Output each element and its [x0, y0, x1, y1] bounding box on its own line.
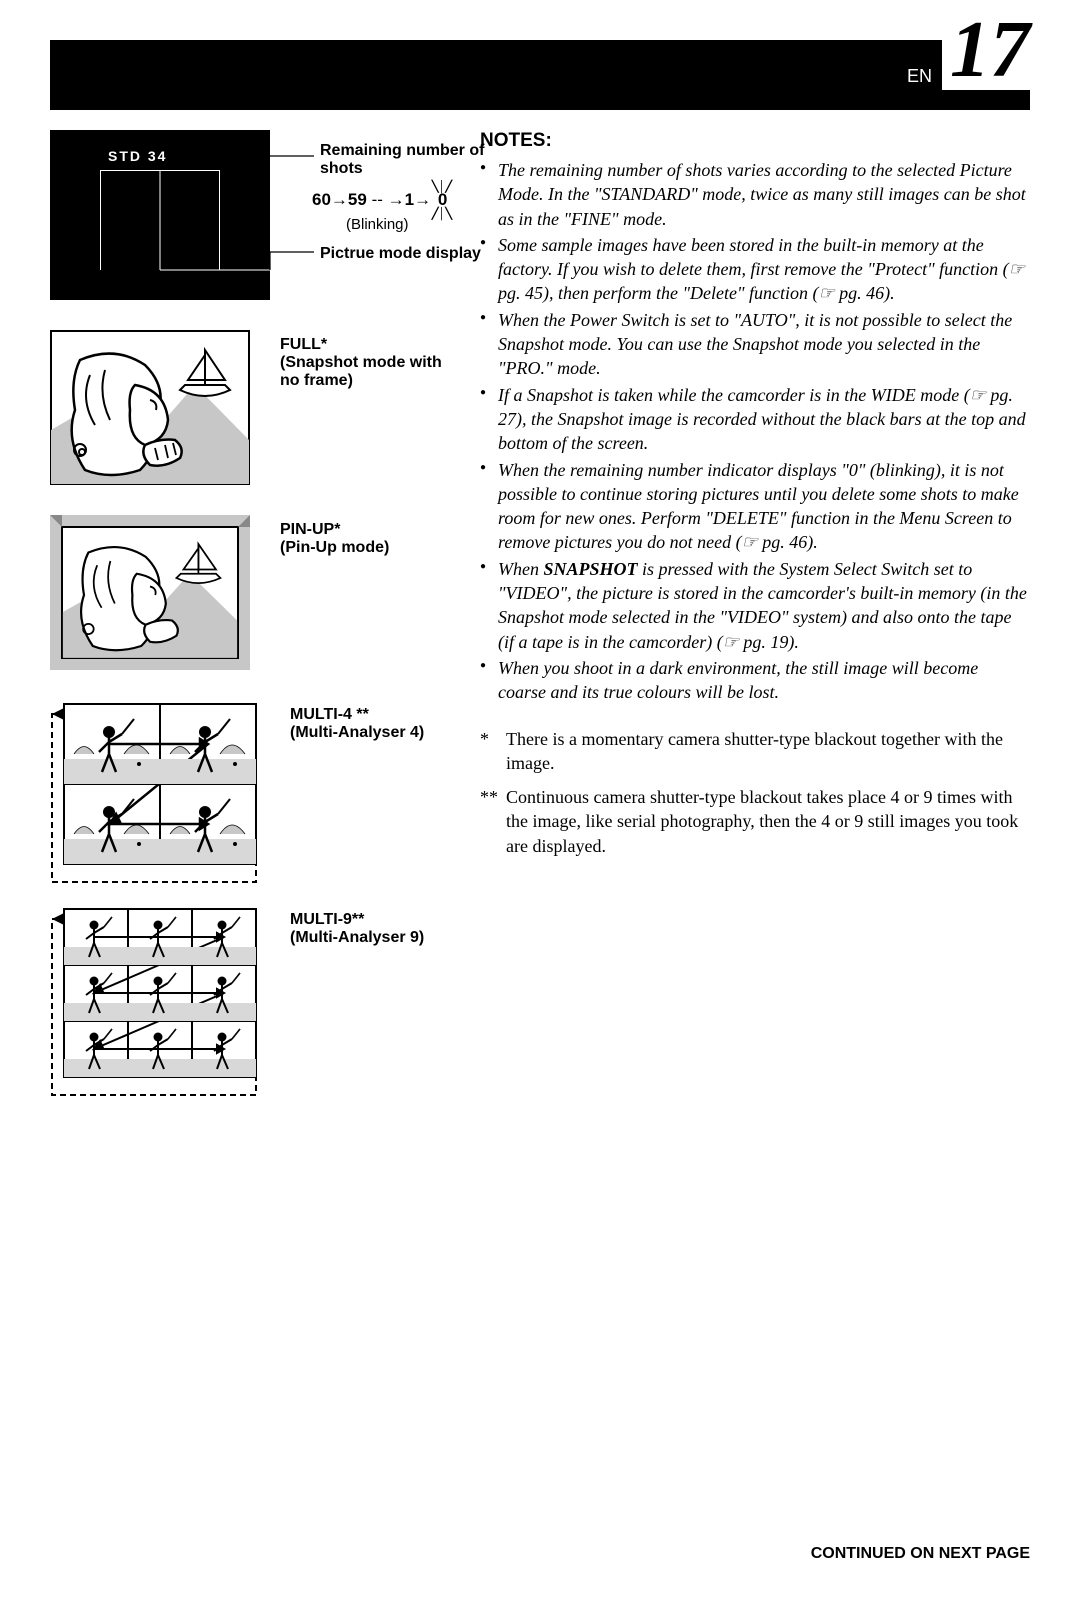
illus-row-pinup: PIN-UP* (Pin-Up mode)	[50, 515, 450, 670]
note-item: Some sample images have been stored in t…	[480, 233, 1030, 306]
header-en-label: EN	[907, 66, 932, 104]
note-item: When you shoot in a dark environment, th…	[480, 656, 1030, 705]
illus-multi4-subtitle: (Multi-Analyser 4)	[290, 724, 424, 742]
page-number: 17	[942, 10, 1030, 90]
illus-pinup-subtitle: (Pin-Up mode)	[280, 539, 389, 557]
footnotes: *There is a momentary camera shutter-typ…	[480, 727, 1030, 858]
label-picture-mode: Pictrue mode display	[320, 245, 500, 263]
notes-list: The remaining number of shots varies acc…	[480, 158, 1030, 705]
note-item: The remaining number of shots varies acc…	[480, 158, 1030, 231]
illus-multi9	[50, 905, 260, 1095]
illus-full	[50, 330, 250, 485]
std-display-diagram: STD 34 Remaining number of shots 60→59 -…	[50, 130, 450, 300]
illus-row-multi9: MULTI-9** (Multi-Analyser 9)	[50, 905, 450, 1095]
illus-multi4	[50, 700, 260, 875]
illus-pinup	[50, 515, 250, 670]
illus-full-subtitle: (Snapshot mode with no frame)	[280, 354, 450, 390]
footnote-text: Continuous camera shutter-type blackout …	[506, 785, 1030, 858]
footnote-text: There is a momentary camera shutter-type…	[506, 727, 1030, 776]
blinking-label: (Blinking)	[346, 216, 409, 233]
note-item: When the Power Switch is set to "AUTO", …	[480, 308, 1030, 381]
illus-multi9-subtitle: (Multi-Analyser 9)	[290, 929, 424, 947]
footnote-marker: *	[480, 727, 506, 776]
continued-label: CONTINUED ON NEXT PAGE	[50, 1545, 1030, 1563]
illus-multi9-title: MULTI-9**	[290, 911, 424, 929]
notes-heading: NOTES:	[480, 130, 1030, 152]
illus-multi4-title: MULTI-4 **	[290, 706, 424, 724]
footnote-marker: **	[480, 785, 506, 858]
label-remaining-shots: Remaining number of shots	[320, 142, 500, 178]
std-inner-text: STD 34	[108, 148, 167, 164]
countdown-sequence: 60→59 -- →1→ ╲│╱0╱│╲	[312, 190, 449, 210]
note-item: When SNAPSHOT is pressed with the System…	[480, 557, 1030, 654]
illus-row-multi4: MULTI-4 ** (Multi-Analyser 4)	[50, 700, 450, 875]
illus-pinup-title: PIN-UP*	[280, 521, 389, 539]
note-item: If a Snapshot is taken while the camcord…	[480, 383, 1030, 456]
note-item: When the remaining number indicator disp…	[480, 458, 1030, 555]
illus-row-full: FULL* (Snapshot mode with no frame)	[50, 330, 450, 485]
header-bar	[50, 40, 1030, 110]
illus-full-title: FULL*	[280, 336, 450, 354]
